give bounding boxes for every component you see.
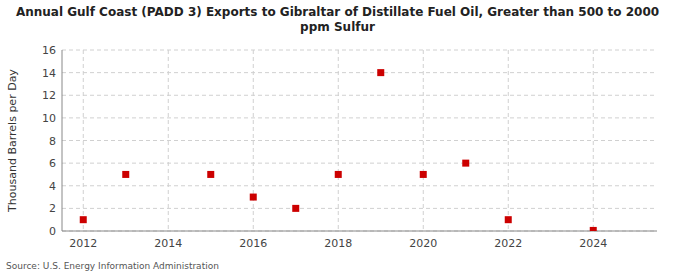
title-line: Annual Gulf Coast (PADD 3) Exports to Gi… bbox=[16, 5, 659, 19]
point bbox=[80, 216, 87, 223]
title: Annual Gulf Coast (PADD 3) Exports to Gi… bbox=[16, 5, 659, 34]
x-axis-line bbox=[62, 231, 657, 232]
y-tick-label: 4 bbox=[49, 180, 56, 193]
y-tick-label: 2 bbox=[49, 202, 56, 215]
title-line: ppm Sulfur bbox=[300, 20, 375, 34]
y-tick-label: 8 bbox=[49, 135, 56, 148]
x-tick-label: 2012 bbox=[69, 237, 97, 250]
grid-line-x bbox=[593, 50, 594, 231]
x-tick-label: 2022 bbox=[494, 237, 522, 250]
y-tick-label: 0 bbox=[49, 225, 56, 238]
x-tick-label: 2014 bbox=[154, 237, 182, 250]
point bbox=[122, 171, 129, 178]
y-axis-line bbox=[62, 50, 63, 231]
chart-svg: Annual Gulf Coast (PADD 3) Exports to Gi… bbox=[0, 0, 675, 275]
grid-line-x bbox=[338, 50, 339, 231]
grid-line-x bbox=[83, 50, 84, 231]
grid-line-y bbox=[62, 185, 657, 186]
grid-line-y bbox=[62, 208, 657, 209]
x-tick-label: 2020 bbox=[409, 237, 437, 250]
grid-line-y bbox=[62, 72, 657, 73]
point bbox=[377, 69, 384, 76]
grid bbox=[62, 50, 657, 231]
grid-line-x bbox=[508, 50, 509, 231]
grid-line-y bbox=[62, 95, 657, 96]
y-tick-label: 10 bbox=[42, 112, 56, 125]
y-axis-label: Thousand Barrels per Day bbox=[6, 69, 19, 213]
axes: 0 2 4 6 8 10 12 14 16 2012 2014 2016 2018 2020 2022 202… bbox=[42, 44, 657, 250]
y-tick-label: 16 bbox=[42, 44, 56, 57]
point bbox=[335, 171, 342, 178]
point bbox=[505, 216, 512, 223]
grid-line-y bbox=[62, 163, 657, 164]
grid-line-y bbox=[62, 50, 657, 51]
y-tick-label: 12 bbox=[42, 89, 56, 102]
x-tick-label: 2016 bbox=[239, 237, 267, 250]
y-tick-label: 6 bbox=[49, 157, 56, 170]
grid-line-y bbox=[62, 231, 657, 232]
point bbox=[250, 194, 257, 201]
point bbox=[420, 171, 427, 178]
grid-line-y bbox=[62, 117, 657, 118]
point bbox=[207, 171, 214, 178]
grid-line-x bbox=[423, 50, 424, 231]
source-note: Source: U.S. Energy Information Administ… bbox=[6, 261, 219, 271]
points bbox=[80, 69, 597, 231]
y-tick-label: 14 bbox=[42, 67, 56, 80]
x-tick-label: 2024 bbox=[579, 237, 607, 250]
chart-container: Annual Gulf Coast (PADD 3) Exports to Gi… bbox=[0, 0, 675, 275]
grid-line-y bbox=[62, 140, 657, 141]
x-tick-label: 2018 bbox=[324, 237, 352, 250]
grid-line-x bbox=[253, 50, 254, 231]
point bbox=[462, 160, 469, 167]
point bbox=[590, 227, 597, 231]
point bbox=[292, 205, 299, 212]
grid-line-x bbox=[168, 50, 169, 231]
